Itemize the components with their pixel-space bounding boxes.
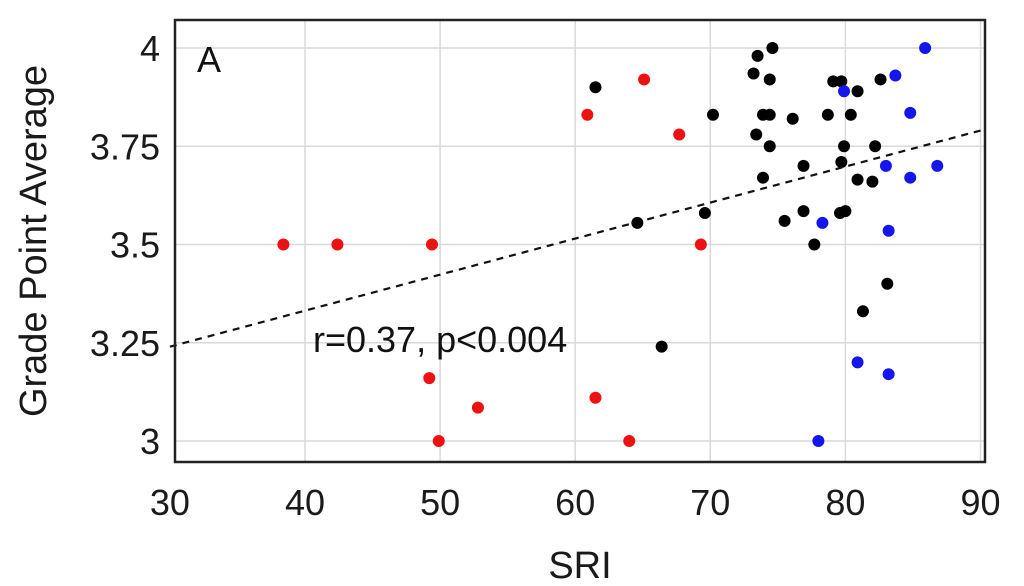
- x-tick-label: 70: [690, 482, 730, 523]
- data-point: [919, 42, 932, 54]
- data-point: [766, 42, 779, 54]
- data-point: [931, 159, 944, 172]
- data-point: [623, 435, 636, 447]
- data-point: [851, 85, 864, 98]
- data-point: [797, 205, 810, 218]
- x-tick-label: 50: [420, 482, 460, 523]
- x-tick-label: 40: [285, 482, 325, 523]
- y-tick-label: 4: [140, 28, 160, 69]
- data-point: [638, 73, 651, 86]
- data-point: [432, 435, 445, 447]
- data-point: [879, 159, 892, 172]
- data-point: [835, 155, 848, 168]
- x-tick-label: 30: [150, 482, 190, 523]
- y-tick-label: 3.75: [90, 126, 160, 167]
- data-point: [655, 340, 668, 353]
- correlation-annotation: r=0.37, p<0.004: [313, 319, 567, 360]
- trendline: [169, 129, 981, 348]
- data-point: [763, 73, 776, 86]
- data-point: [816, 216, 829, 229]
- data-point: [694, 238, 707, 251]
- data-point: [747, 67, 760, 80]
- data-point: [856, 305, 869, 318]
- x-tick-labels: 30 40 50 60 70 80 90: [150, 482, 1001, 523]
- data-point: [851, 356, 864, 369]
- data-point: [763, 140, 776, 153]
- data-point: [707, 108, 720, 121]
- trendline-group: [169, 129, 981, 348]
- data-point: [821, 108, 834, 121]
- data-point: [851, 173, 864, 186]
- data-point: [866, 175, 879, 188]
- data-point: [589, 81, 602, 94]
- y-tick-labels: 3 3.25 3.5 3.75 4: [90, 28, 160, 462]
- y-axis-label: Grade Point Average: [13, 65, 55, 417]
- data-point: [673, 128, 686, 141]
- data-point: [838, 85, 851, 98]
- x-tick-label: 80: [825, 482, 865, 523]
- data-point: [839, 205, 852, 218]
- data-point: [797, 159, 810, 172]
- data-point: [874, 73, 887, 86]
- data-point: [835, 75, 848, 88]
- data-point: [756, 171, 769, 184]
- data-point: [589, 391, 602, 404]
- data-point: [425, 238, 438, 251]
- data-point: [904, 106, 917, 119]
- data-point: [698, 207, 711, 220]
- data-point: [331, 238, 344, 251]
- x-tick-label: 90: [960, 482, 1000, 523]
- y-tick-label: 3.25: [90, 323, 160, 364]
- data-points: [277, 42, 944, 447]
- data-point: [882, 368, 895, 381]
- data-point: [581, 108, 594, 121]
- x-axis-label: SRI: [548, 545, 611, 586]
- data-point: [904, 171, 917, 184]
- data-point: [751, 49, 764, 62]
- data-point: [631, 216, 644, 229]
- data-point: [881, 277, 894, 290]
- data-point: [778, 214, 791, 227]
- y-tick-label: 3.5: [110, 225, 160, 266]
- data-point: [277, 238, 290, 251]
- data-point: [844, 108, 857, 121]
- data-point: [889, 69, 902, 82]
- plot-frame: [173, 18, 987, 464]
- data-point: [838, 140, 851, 153]
- data-point: [471, 401, 484, 414]
- data-point: [808, 238, 821, 251]
- panel-label: A: [197, 39, 221, 80]
- data-point: [423, 372, 436, 385]
- data-point: [786, 112, 799, 125]
- data-point: [812, 435, 825, 447]
- grid: [175, 20, 985, 462]
- y-tick-label: 3: [140, 421, 160, 462]
- data-point: [882, 224, 895, 237]
- data-point: [763, 108, 776, 121]
- data-point: [750, 128, 763, 141]
- x-tick-label: 60: [555, 482, 595, 523]
- data-point: [869, 140, 882, 153]
